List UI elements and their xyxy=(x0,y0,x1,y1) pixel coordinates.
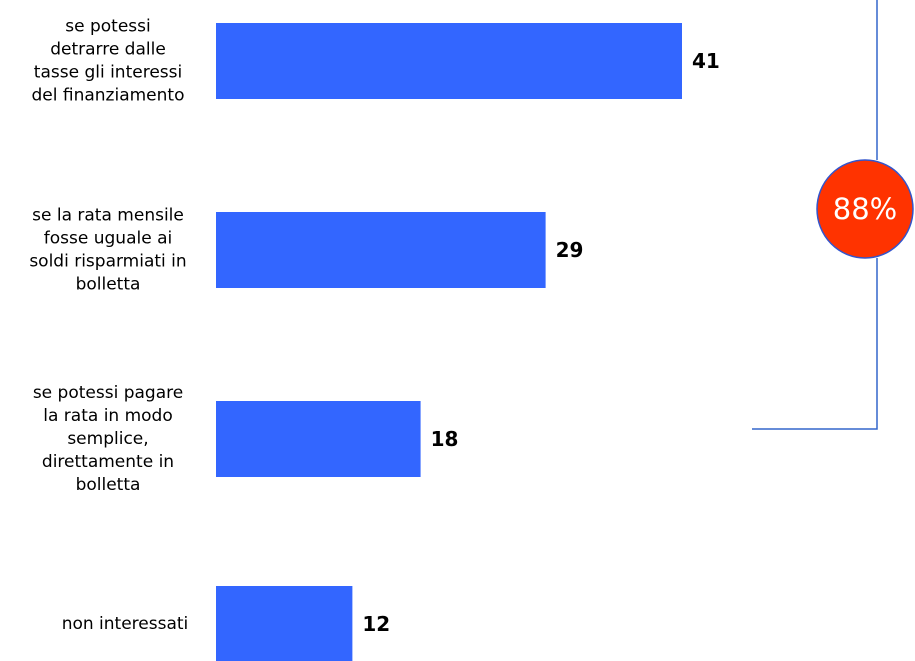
category-label-line: semplice, xyxy=(67,429,148,449)
category-label-3: non interessati xyxy=(62,614,189,634)
category-label-line: del finanziamento xyxy=(32,86,185,106)
category-label-1: se la rata mensile fosse uguale ai soldi r… xyxy=(29,206,186,295)
bars-group xyxy=(216,23,682,661)
category-label-2: se potessi pagare la rata in modo semplice… xyxy=(33,383,183,495)
category-label-line: non interessati xyxy=(62,614,189,634)
value-label-0: 41 xyxy=(692,49,720,73)
value-label-1: 29 xyxy=(556,238,584,262)
category-label-0: se potessi detrarre dalle tasse gli intere… xyxy=(32,17,185,106)
category-labels-group: se potessi detrarre dalle tasse gli intere… xyxy=(29,17,188,635)
bar-2 xyxy=(216,401,421,477)
bracket-line-bottom xyxy=(752,258,878,430)
category-label-line: bolletta xyxy=(76,275,141,295)
value-label-2: 18 xyxy=(431,427,459,451)
percentage-badge xyxy=(816,159,914,259)
category-label-line: la rata in modo xyxy=(43,406,173,426)
value-labels-group: 41 29 18 12 xyxy=(362,49,719,636)
category-label-line: se la rata mensile xyxy=(32,206,184,226)
category-label-line: detrarre dalle xyxy=(50,40,166,60)
value-label-3: 12 xyxy=(362,612,390,636)
category-label-line: tasse gli interessi xyxy=(34,63,182,83)
category-label-line: se potessi xyxy=(65,17,150,37)
category-label-line: bolletta xyxy=(76,475,141,495)
bar-1 xyxy=(216,212,546,288)
category-label-line: direttamente in xyxy=(42,452,174,472)
percentage-bracket: 88% xyxy=(752,0,914,430)
category-label-line: se potessi pagare xyxy=(33,383,183,403)
percentage-badge-label: 88% xyxy=(833,192,897,226)
category-label-line: soldi risparmiati in xyxy=(29,252,186,272)
category-label-line: fosse uguale ai xyxy=(44,229,172,249)
bar-3 xyxy=(216,586,353,661)
bar-0 xyxy=(216,23,682,99)
